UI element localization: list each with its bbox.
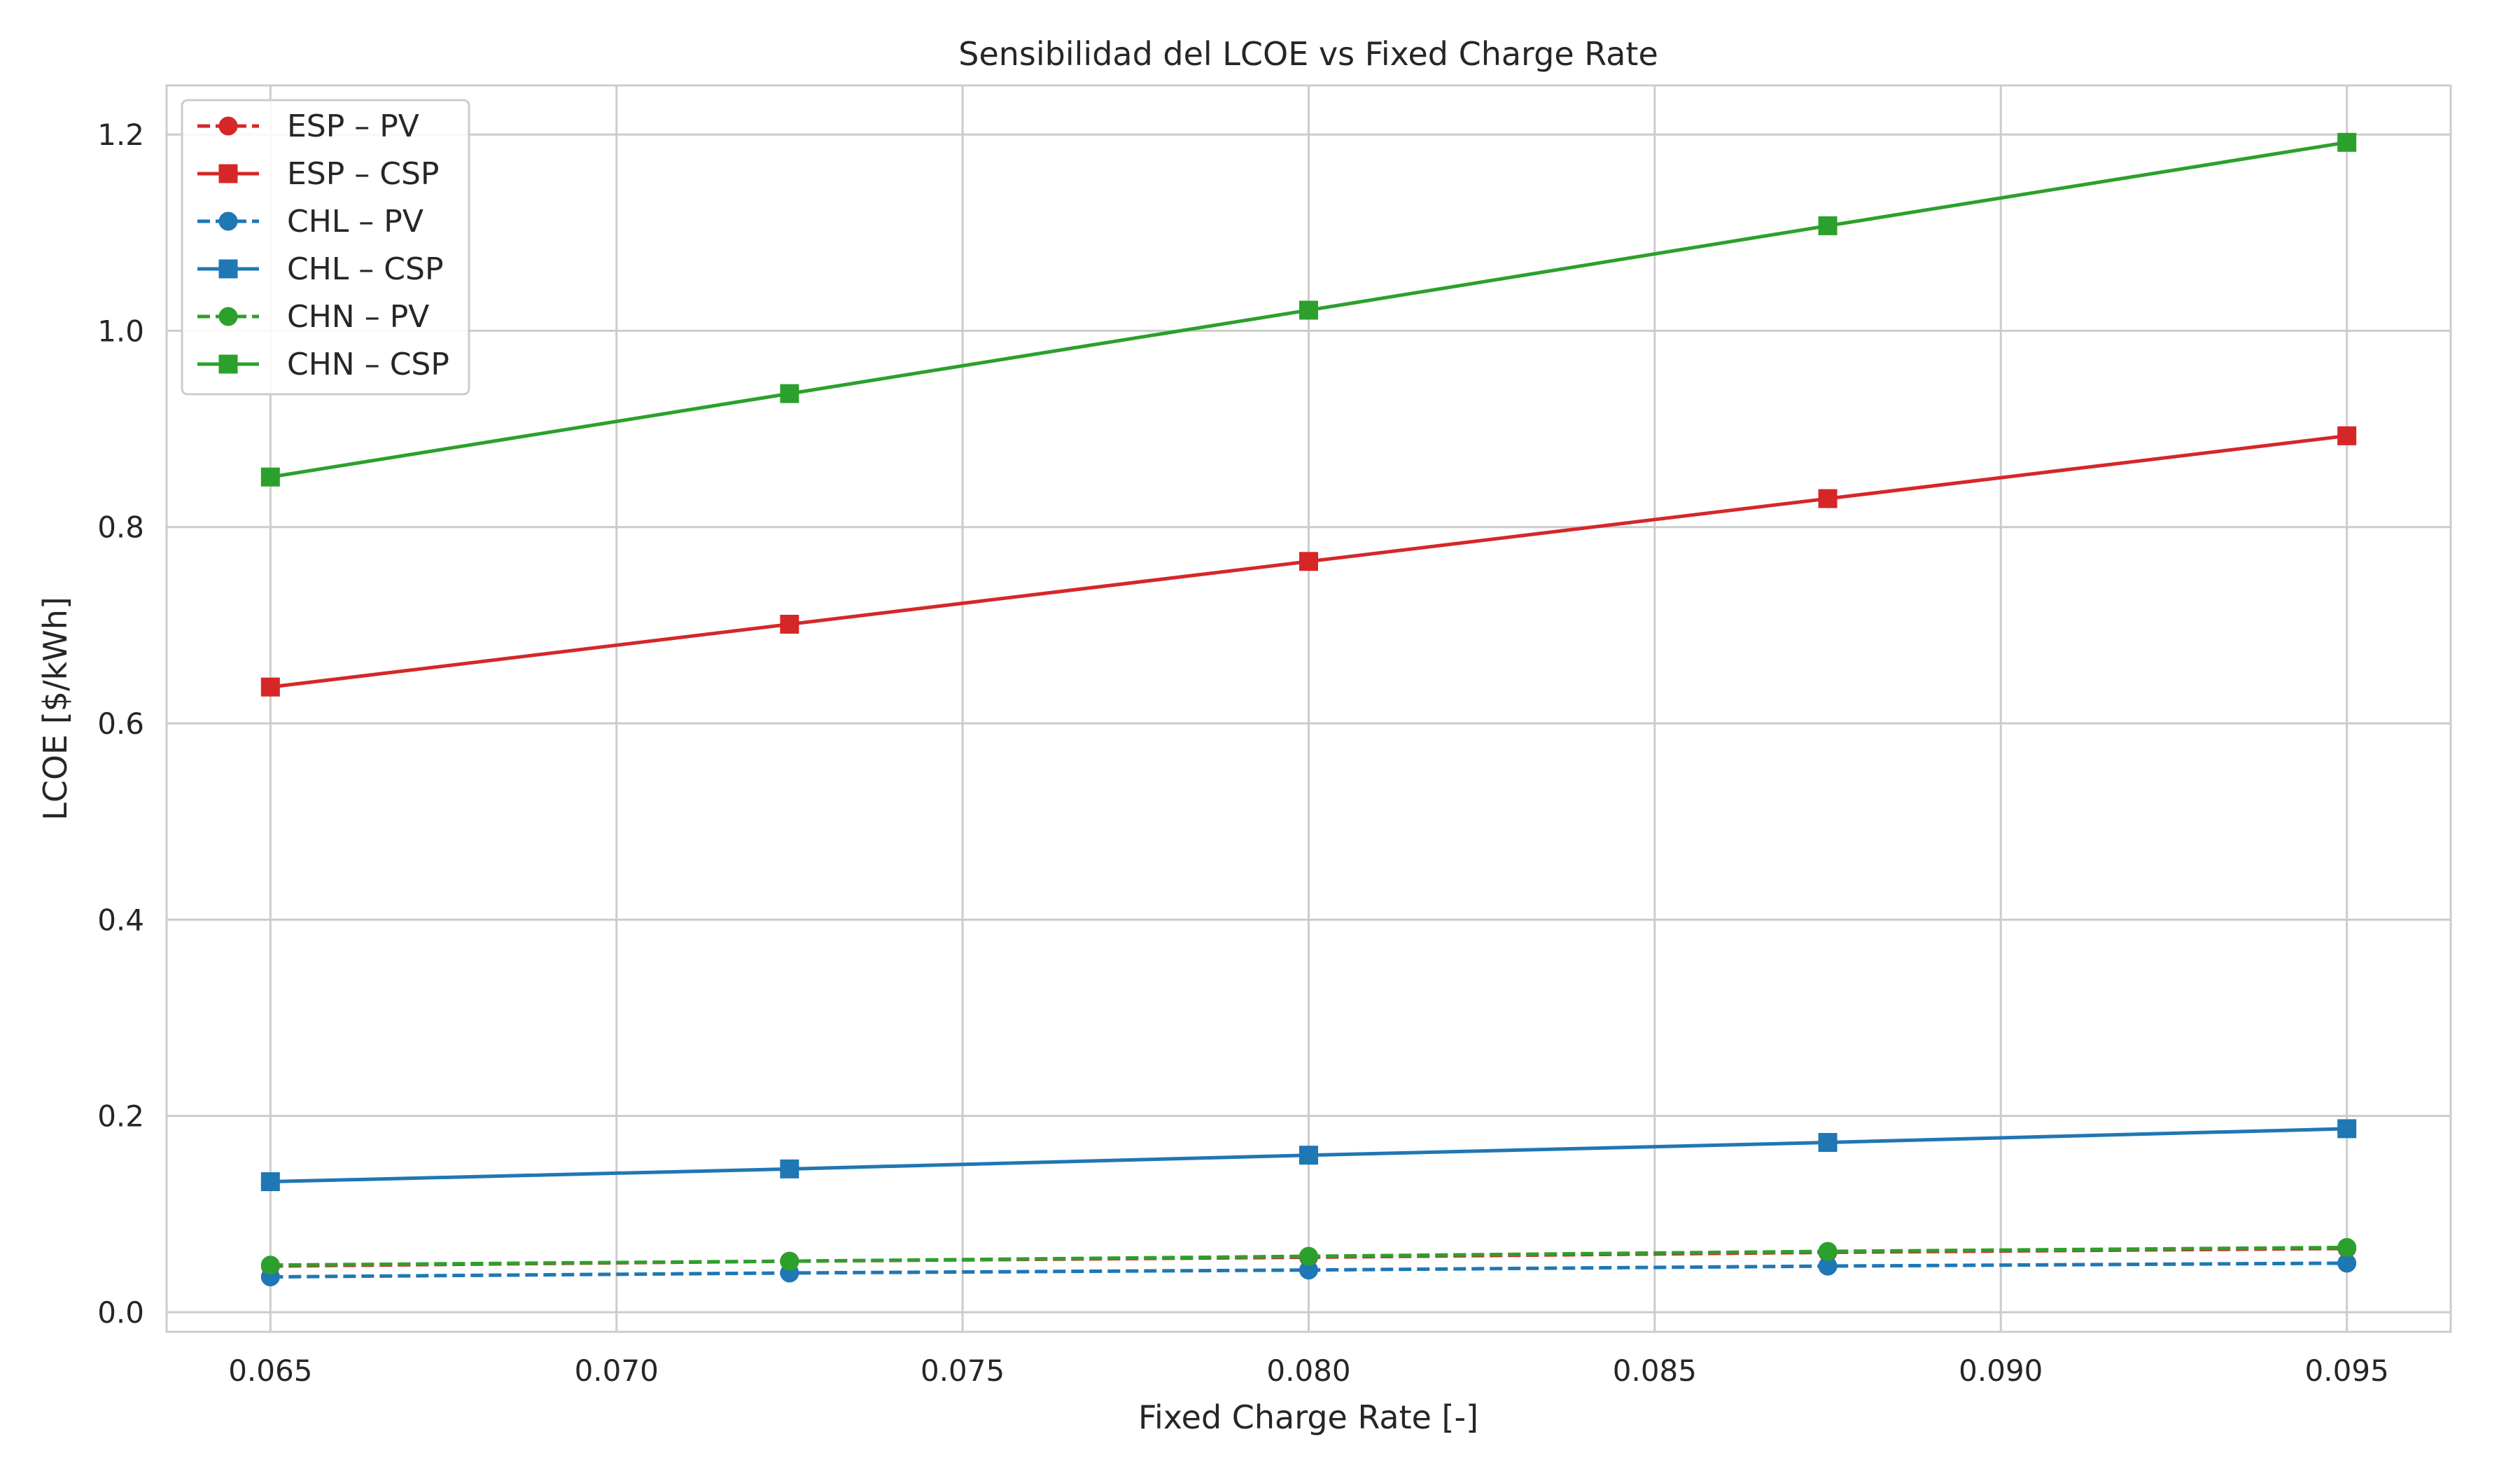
- y-tick-label: 0.0: [97, 1295, 144, 1330]
- grid: [167, 85, 2451, 1332]
- legend-label: ESP – CSP: [287, 156, 439, 192]
- data-point-chn-pv: [780, 1251, 799, 1271]
- data-point-esp-csp: [780, 614, 799, 634]
- data-point-chn-csp: [1299, 300, 1318, 320]
- data-point-esp-csp: [1299, 552, 1318, 571]
- legend-label: CHN – CSP: [287, 347, 449, 382]
- x-tick-label: 0.095: [2305, 1354, 2389, 1388]
- y-tick-label: 0.8: [97, 510, 144, 545]
- legend-marker: [218, 164, 238, 183]
- data-point-chl-csp: [1818, 1132, 1837, 1152]
- y-tick-label: 0.4: [97, 903, 144, 937]
- x-tick-label: 0.090: [1959, 1354, 2043, 1388]
- data-point-chn-csp: [1818, 216, 1837, 235]
- legend-label: CHN – PV: [287, 299, 429, 335]
- legend-marker: [218, 307, 238, 326]
- legend-label: CHL – CSP: [287, 251, 443, 287]
- data-point-chn-csp: [260, 467, 280, 487]
- data-point-chn-csp: [2337, 132, 2357, 152]
- legend-marker: [218, 116, 238, 136]
- legend-marker: [218, 211, 238, 231]
- x-tick-label: 0.080: [1266, 1354, 1350, 1388]
- legend-label: ESP – PV: [287, 109, 419, 144]
- series-chl-csp: [260, 1119, 2357, 1192]
- x-tick-label: 0.070: [575, 1354, 659, 1388]
- data-point-chl-csp: [1299, 1146, 1318, 1165]
- y-tick-label: 1.0: [97, 314, 144, 348]
- legend-label: CHL – PV: [287, 204, 424, 239]
- data-point-chl-csp: [2337, 1119, 2357, 1139]
- legend-marker: [218, 259, 238, 279]
- data-point-chn-pv: [1299, 1246, 1318, 1266]
- plot-frame: [165, 84, 2452, 1333]
- series-layer: [260, 132, 2357, 1287]
- data-point-esp-csp: [260, 677, 280, 697]
- series-chn-pv: [260, 1237, 2357, 1275]
- y-tick-label: 0.6: [97, 707, 144, 741]
- data-point-chl-csp: [780, 1159, 799, 1178]
- y-tick-label: 0.2: [97, 1099, 144, 1134]
- x-tick-label: 0.075: [920, 1354, 1004, 1388]
- x-axis-label: Fixed Charge Rate [-]: [1138, 1398, 1478, 1436]
- data-point-chn-pv: [2337, 1237, 2357, 1257]
- data-point-chl-csp: [260, 1172, 280, 1192]
- series-chn-csp: [260, 132, 2357, 487]
- legend: ESP – PV ESP – CSP CHL – PV CHL – CSP CHN – …: [181, 99, 470, 396]
- x-tick-label: 0.085: [1613, 1354, 1697, 1388]
- legend-marker: [218, 354, 238, 374]
- x-tick-label: 0.065: [228, 1354, 312, 1388]
- data-point-esp-csp: [2337, 426, 2357, 445]
- data-point-chn-pv: [260, 1256, 280, 1275]
- data-point-esp-csp: [1818, 489, 1837, 508]
- data-point-chn-pv: [1818, 1242, 1837, 1261]
- tick-labels: 0.065 0.070 0.075 0.080 0.085 0.090 0.095 0.0 0.…: [97, 118, 2389, 1388]
- series-esp-csp: [260, 426, 2357, 697]
- data-point-chn-csp: [780, 384, 799, 403]
- y-tick-label: 1.2: [97, 118, 144, 152]
- chart-title: Sensibilidad del LCOE vs Fixed Charge Ra…: [958, 35, 1658, 73]
- y-axis-label: LCOE [$/kWh]: [36, 597, 74, 821]
